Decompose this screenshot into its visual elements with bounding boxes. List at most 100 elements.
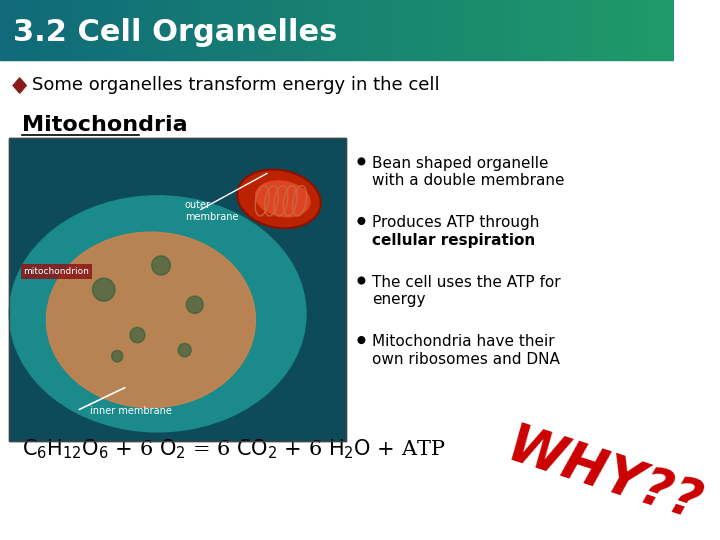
Bar [341,0,342,59]
Bar [290,0,291,59]
Bar [261,0,262,59]
Bar [537,0,539,59]
Bar [191,0,192,59]
Bar [516,0,517,59]
Bar [188,0,189,59]
Bar [438,0,439,59]
Bar [556,0,557,59]
Bar [583,0,584,59]
Bar [617,0,618,59]
Bar [557,0,558,59]
Bar [77,0,78,59]
Bar [509,0,510,59]
Bar [582,0,583,59]
Bar [565,0,567,59]
Bar [33,0,34,59]
Bar [535,0,536,59]
Bar [351,0,352,59]
Bar [293,0,294,59]
Bar [575,0,576,59]
Bar [9,0,10,59]
Bar [56,0,57,59]
Bar [638,0,639,59]
Bar [222,0,223,59]
Bar [203,0,204,59]
Bar [528,0,529,59]
Bar [354,0,355,59]
Bar [620,0,621,59]
Bar [1,0,2,59]
Bar [30,0,31,59]
Bar [661,0,662,59]
Bar [194,0,196,59]
Bar [426,0,427,59]
Bar [214,0,215,59]
Bar [600,0,601,59]
Bar [138,0,140,59]
Bar [370,0,371,59]
Bar [382,0,383,59]
Bar [470,0,471,59]
Bar [474,0,476,59]
Bar [310,0,311,59]
Bar [590,0,591,59]
Bar [531,0,532,59]
Bar [467,0,468,59]
Bar [644,0,645,59]
Bar [572,0,573,59]
Bar [147,0,148,59]
Bar [379,0,380,59]
Bar [542,0,543,59]
Text: Some organelles transform energy in the cell: Some organelles transform energy in the … [32,77,439,94]
Bar [128,0,129,59]
Bar [454,0,455,59]
Bar [458,0,459,59]
Bar [223,0,224,59]
Bar [425,0,426,59]
Bar [150,0,152,59]
Bar [364,0,365,59]
Bar [82,0,84,59]
Bar [86,0,87,59]
Bar [152,0,153,59]
Bar [549,0,551,59]
Bar [299,0,300,59]
Bar [19,0,21,59]
Bar [515,0,516,59]
Bar [185,0,186,59]
Bar [459,0,460,59]
Bar [654,0,655,59]
Bar [548,0,549,59]
Bar [496,0,498,59]
Bar [266,0,267,59]
Bar [626,0,627,59]
Bar [59,0,60,59]
Bar [595,0,596,59]
Bar [159,0,160,59]
Bar [308,0,309,59]
Bar [284,0,286,59]
Bar [63,0,65,59]
Bar [667,0,669,59]
Bar [421,0,423,59]
Bar [399,0,400,59]
Bar [246,0,247,59]
Bar [489,0,490,59]
Bar [449,0,451,59]
Bar [672,0,673,59]
Bar [340,0,341,59]
Bar [58,0,59,59]
Bar [343,0,345,59]
Bar [48,0,49,59]
Bar [9,138,346,441]
Bar [4,0,5,59]
Bar [434,0,436,59]
Bar [359,0,361,59]
Bar [372,0,373,59]
Bar [196,0,197,59]
Bar [234,0,235,59]
Bar [141,0,143,59]
Bar [53,0,54,59]
Bar [117,0,118,59]
Bar [418,0,420,59]
